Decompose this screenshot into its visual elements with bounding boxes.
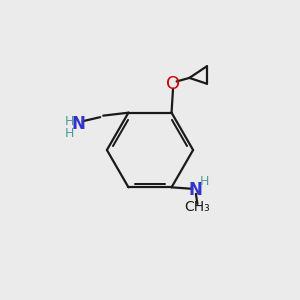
Text: O: O xyxy=(166,75,180,93)
Text: H: H xyxy=(65,115,75,128)
Text: CH₃: CH₃ xyxy=(184,200,210,214)
Text: H: H xyxy=(200,175,209,188)
Text: H: H xyxy=(65,127,75,140)
Text: N: N xyxy=(189,181,203,199)
Text: N: N xyxy=(72,115,86,133)
